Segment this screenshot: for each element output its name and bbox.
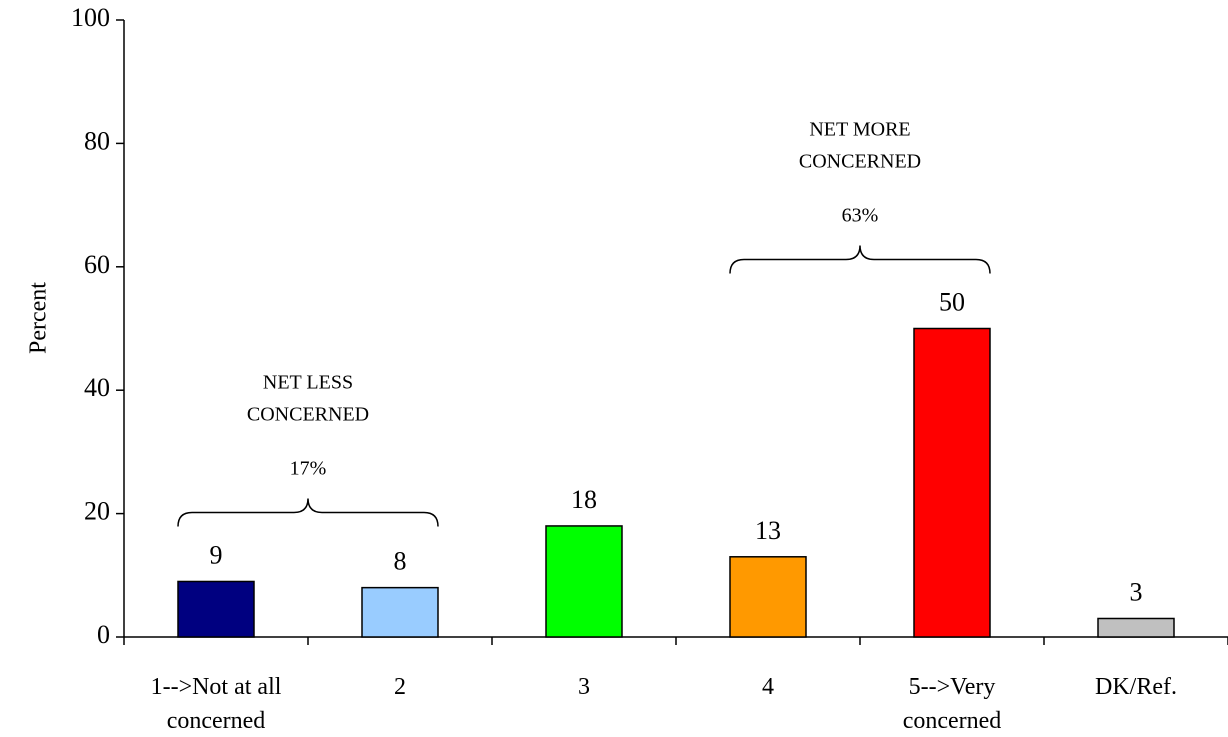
category-label: concerned	[903, 708, 1002, 734]
bars	[177, 327, 1175, 638]
data-label: 13	[755, 516, 781, 545]
category-label: concerned	[167, 708, 266, 734]
bar	[1097, 617, 1175, 638]
bar	[177, 580, 255, 638]
category-label: 5-->Very	[909, 674, 996, 700]
y-tick-label: 100	[71, 3, 110, 32]
annotation-value: 63%	[842, 205, 879, 227]
category-labels: 1-->Not at all concerned 2 3 4 5-->Very concer…	[151, 674, 1177, 734]
y-axis-label: Percent	[26, 282, 52, 354]
y-tick-label: 40	[84, 373, 110, 402]
data-label: 9	[210, 540, 223, 569]
y-tick-label: 80	[84, 126, 110, 155]
category-label: 4	[762, 674, 774, 700]
bar	[361, 586, 439, 638]
bar	[729, 556, 807, 638]
category-label: DK/Ref.	[1095, 674, 1177, 700]
data-label: 8	[394, 547, 407, 576]
axes: 0 20 40 60 80 100	[71, 3, 1228, 649]
bar	[545, 525, 623, 638]
annotations: 17% NET LESS CONCERNED 63% NET MORE CONCERNED	[177, 119, 991, 527]
data-label: 3	[1130, 577, 1143, 606]
y-tick-label: 20	[84, 497, 110, 526]
annotation-value: 17%	[290, 457, 327, 479]
category-label: 2	[394, 674, 406, 700]
data-label: 50	[939, 288, 965, 317]
annotation-label: CONCERNED	[247, 403, 369, 425]
data-labels: 9 8 18 13 50 3	[210, 288, 1143, 607]
data-label: 18	[571, 485, 597, 514]
annotation-label: CONCERNED	[799, 151, 921, 173]
category-label: 1-->Not at all	[151, 674, 282, 700]
y-tick-label: 0	[97, 620, 110, 649]
category-label: 3	[578, 674, 590, 700]
bar	[913, 327, 991, 638]
y-tick-label: 60	[84, 250, 110, 279]
bracket	[729, 245, 991, 274]
bracket	[177, 498, 439, 527]
annotation-label: NET MORE	[809, 119, 910, 141]
annotation-label: NET LESS	[263, 371, 353, 393]
